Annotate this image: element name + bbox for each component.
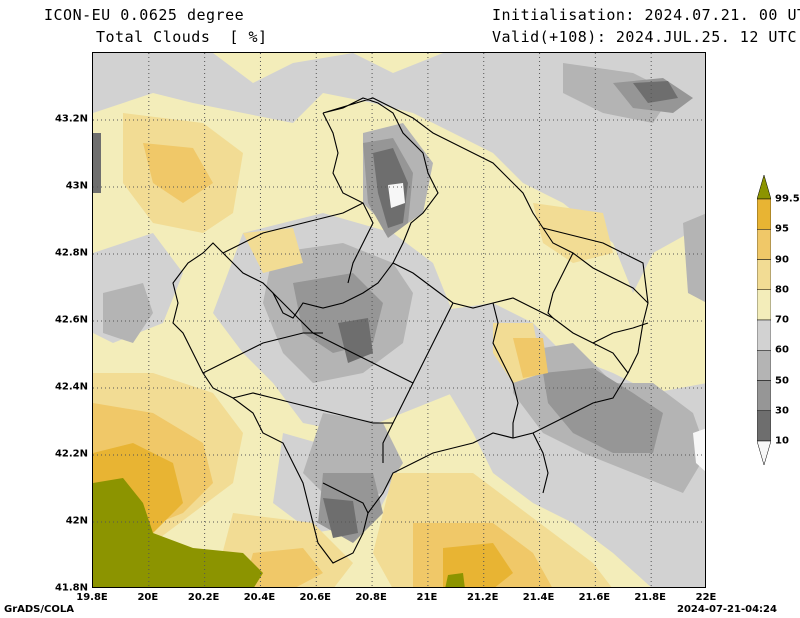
colorbar-segment: [757, 410, 771, 442]
colorbar-tick-label: 90: [775, 254, 789, 265]
border-inner-11: [592, 322, 649, 344]
lon-tick-label: 21.8E: [634, 592, 666, 603]
variable-title: Total Clouds [ %]: [96, 28, 268, 46]
colorbar-tick-label: 80: [775, 284, 789, 296]
colorbar-tick-label: 95: [775, 223, 789, 235]
lat-tick-label: 43.2N: [54, 113, 88, 125]
border-inner-4: [272, 292, 414, 384]
lat-tick-label: 42.8N: [54, 247, 88, 259]
border-outer: [172, 97, 649, 564]
colorbar-top-arrow: [757, 175, 771, 200]
lon-tick-label: 21.6E: [578, 592, 611, 603]
colorbar-bottom-arrow: [757, 440, 771, 465]
border-inner-8: [232, 392, 393, 424]
colorbar-tick-label: 50: [775, 375, 789, 386]
valid-time: Valid(+108): 2024.JUL.25. 12 UTC: [492, 28, 797, 46]
graticule: [93, 53, 705, 587]
lat-tick-label: 42.2N: [54, 448, 88, 460]
colorbar-segment: [757, 229, 771, 260]
lon-tick-label: 21.2E: [466, 592, 499, 603]
colorbar-segment: [757, 350, 771, 381]
border-inner-13: [322, 482, 369, 514]
colorbar-segment: [757, 259, 771, 290]
lon-tick-label: 20.8E: [355, 592, 387, 603]
colorbar-tick-label: 99.5: [775, 193, 800, 205]
lat-tick-label: 42N: [65, 515, 88, 527]
lon-tick-label: 21E: [416, 592, 438, 603]
lat-tick-label: 42.4N: [54, 381, 88, 393]
border-inner-12: [532, 432, 549, 494]
init-time: Initialisation: 2024.07.21. 00 UTC: [492, 6, 800, 24]
colorbar-segment: [757, 198, 771, 230]
lat-tick-label: 43N: [65, 180, 88, 192]
lon-tick-label: 21.4E: [522, 592, 555, 603]
lon-tick-label: 19.8E: [76, 592, 108, 603]
border-inner-1: [322, 112, 374, 284]
admin-borders: [172, 97, 649, 564]
clear-patch: [388, 183, 405, 208]
lon-tick-label: 22E: [695, 592, 717, 603]
border-inner-7: [202, 332, 323, 374]
border-inner-5: [492, 302, 519, 438]
border-inner-6: [222, 202, 364, 254]
lon-tick-label: 20.2E: [187, 592, 220, 603]
colorbar-segment: [757, 319, 771, 351]
lon-tick-label: 20E: [137, 592, 159, 603]
lat-tick-label: 41.8N: [54, 582, 88, 594]
lat-tick-label: 42.6N: [54, 314, 88, 326]
colorbar: [757, 175, 771, 465]
cloud-field-olive: [93, 478, 263, 587]
colorbar-tick-label: 60: [775, 344, 789, 356]
colorbar-tick-label: 30: [775, 405, 789, 417]
border-inner-10: [547, 252, 574, 319]
border-inner-9: [542, 227, 649, 304]
footer-timestamp: 2024-07-21-04:24: [677, 604, 777, 615]
footer-credit: GrADS/COLA: [4, 604, 74, 615]
cloud-field-olive-small: [445, 573, 465, 587]
colorbar-segment: [757, 380, 771, 411]
clear-patch-east: [693, 428, 705, 472]
lon-tick-label: 20.6E: [299, 592, 332, 603]
model-title: ICON-EU 0.0625 degree: [44, 6, 245, 24]
colorbar-tick-label: 10: [775, 435, 789, 447]
colorbar-tick-label: 70: [775, 314, 789, 326]
colorbar-segment: [757, 289, 771, 321]
cloud-cover-map: [92, 52, 706, 588]
lon-tick-label: 20.4E: [243, 592, 276, 603]
